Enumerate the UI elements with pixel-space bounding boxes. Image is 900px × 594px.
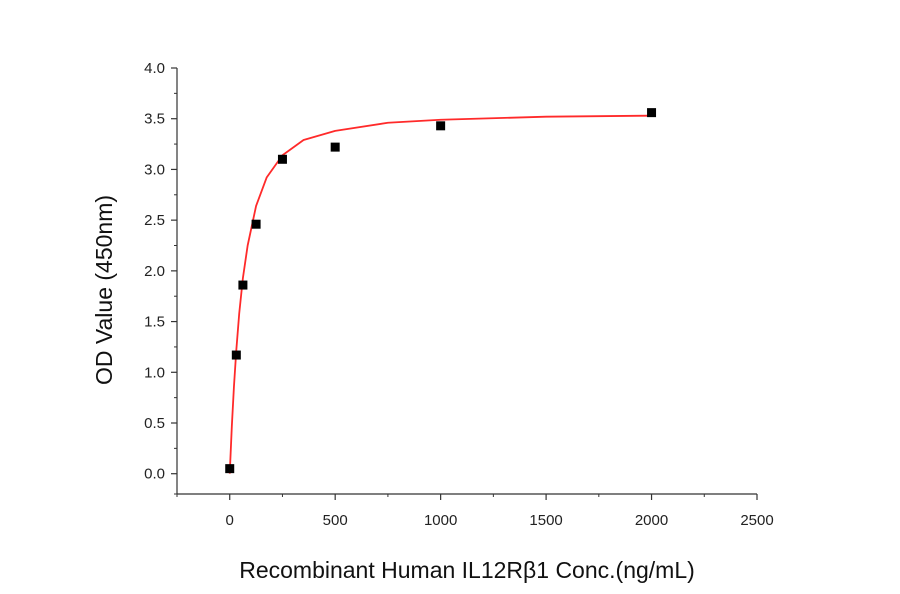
y-tick-label: 1.0 — [144, 364, 165, 381]
y-tick-label: 2.0 — [144, 263, 165, 280]
fit-curve — [228, 114, 652, 474]
y-tick-label: 0.5 — [144, 415, 165, 432]
x-tick-label: 1000 — [424, 512, 457, 529]
data-point — [277, 154, 287, 164]
y-tick-label: 2.5 — [144, 212, 165, 229]
data-point — [647, 108, 657, 118]
y-tick-label: 3.0 — [144, 161, 165, 178]
data-point — [225, 464, 235, 474]
x-tick-label: 2500 — [740, 512, 773, 529]
axes: 0.0 0.5 1.0 1.5 2.0 2.5 3.0 3.5 4.0 0 500 1000 1500 2… — [144, 60, 774, 529]
x-tick-label: 0 — [226, 512, 234, 529]
data-point — [231, 350, 241, 360]
y-tick-label: 1.5 — [144, 314, 165, 331]
data-point — [436, 121, 446, 131]
x-tick-label: 1500 — [529, 512, 562, 529]
x-tick-label: 500 — [323, 512, 348, 529]
fit-curve-layer — [228, 114, 652, 474]
data-point — [330, 142, 340, 152]
y-tick-label: 0.0 — [144, 466, 165, 483]
y-axis-title: OD Value (450nm) — [91, 195, 117, 385]
y-tick-label: 4.0 — [144, 60, 165, 77]
data-point — [251, 219, 261, 229]
data-point — [238, 280, 248, 290]
y-tick-label: 3.5 — [144, 111, 165, 128]
data-points-layer — [225, 108, 657, 474]
x-tick-label: 2000 — [635, 512, 668, 529]
x-axis-title: Recombinant Human IL12Rβ1 Conc.(ng/mL) — [239, 557, 695, 583]
